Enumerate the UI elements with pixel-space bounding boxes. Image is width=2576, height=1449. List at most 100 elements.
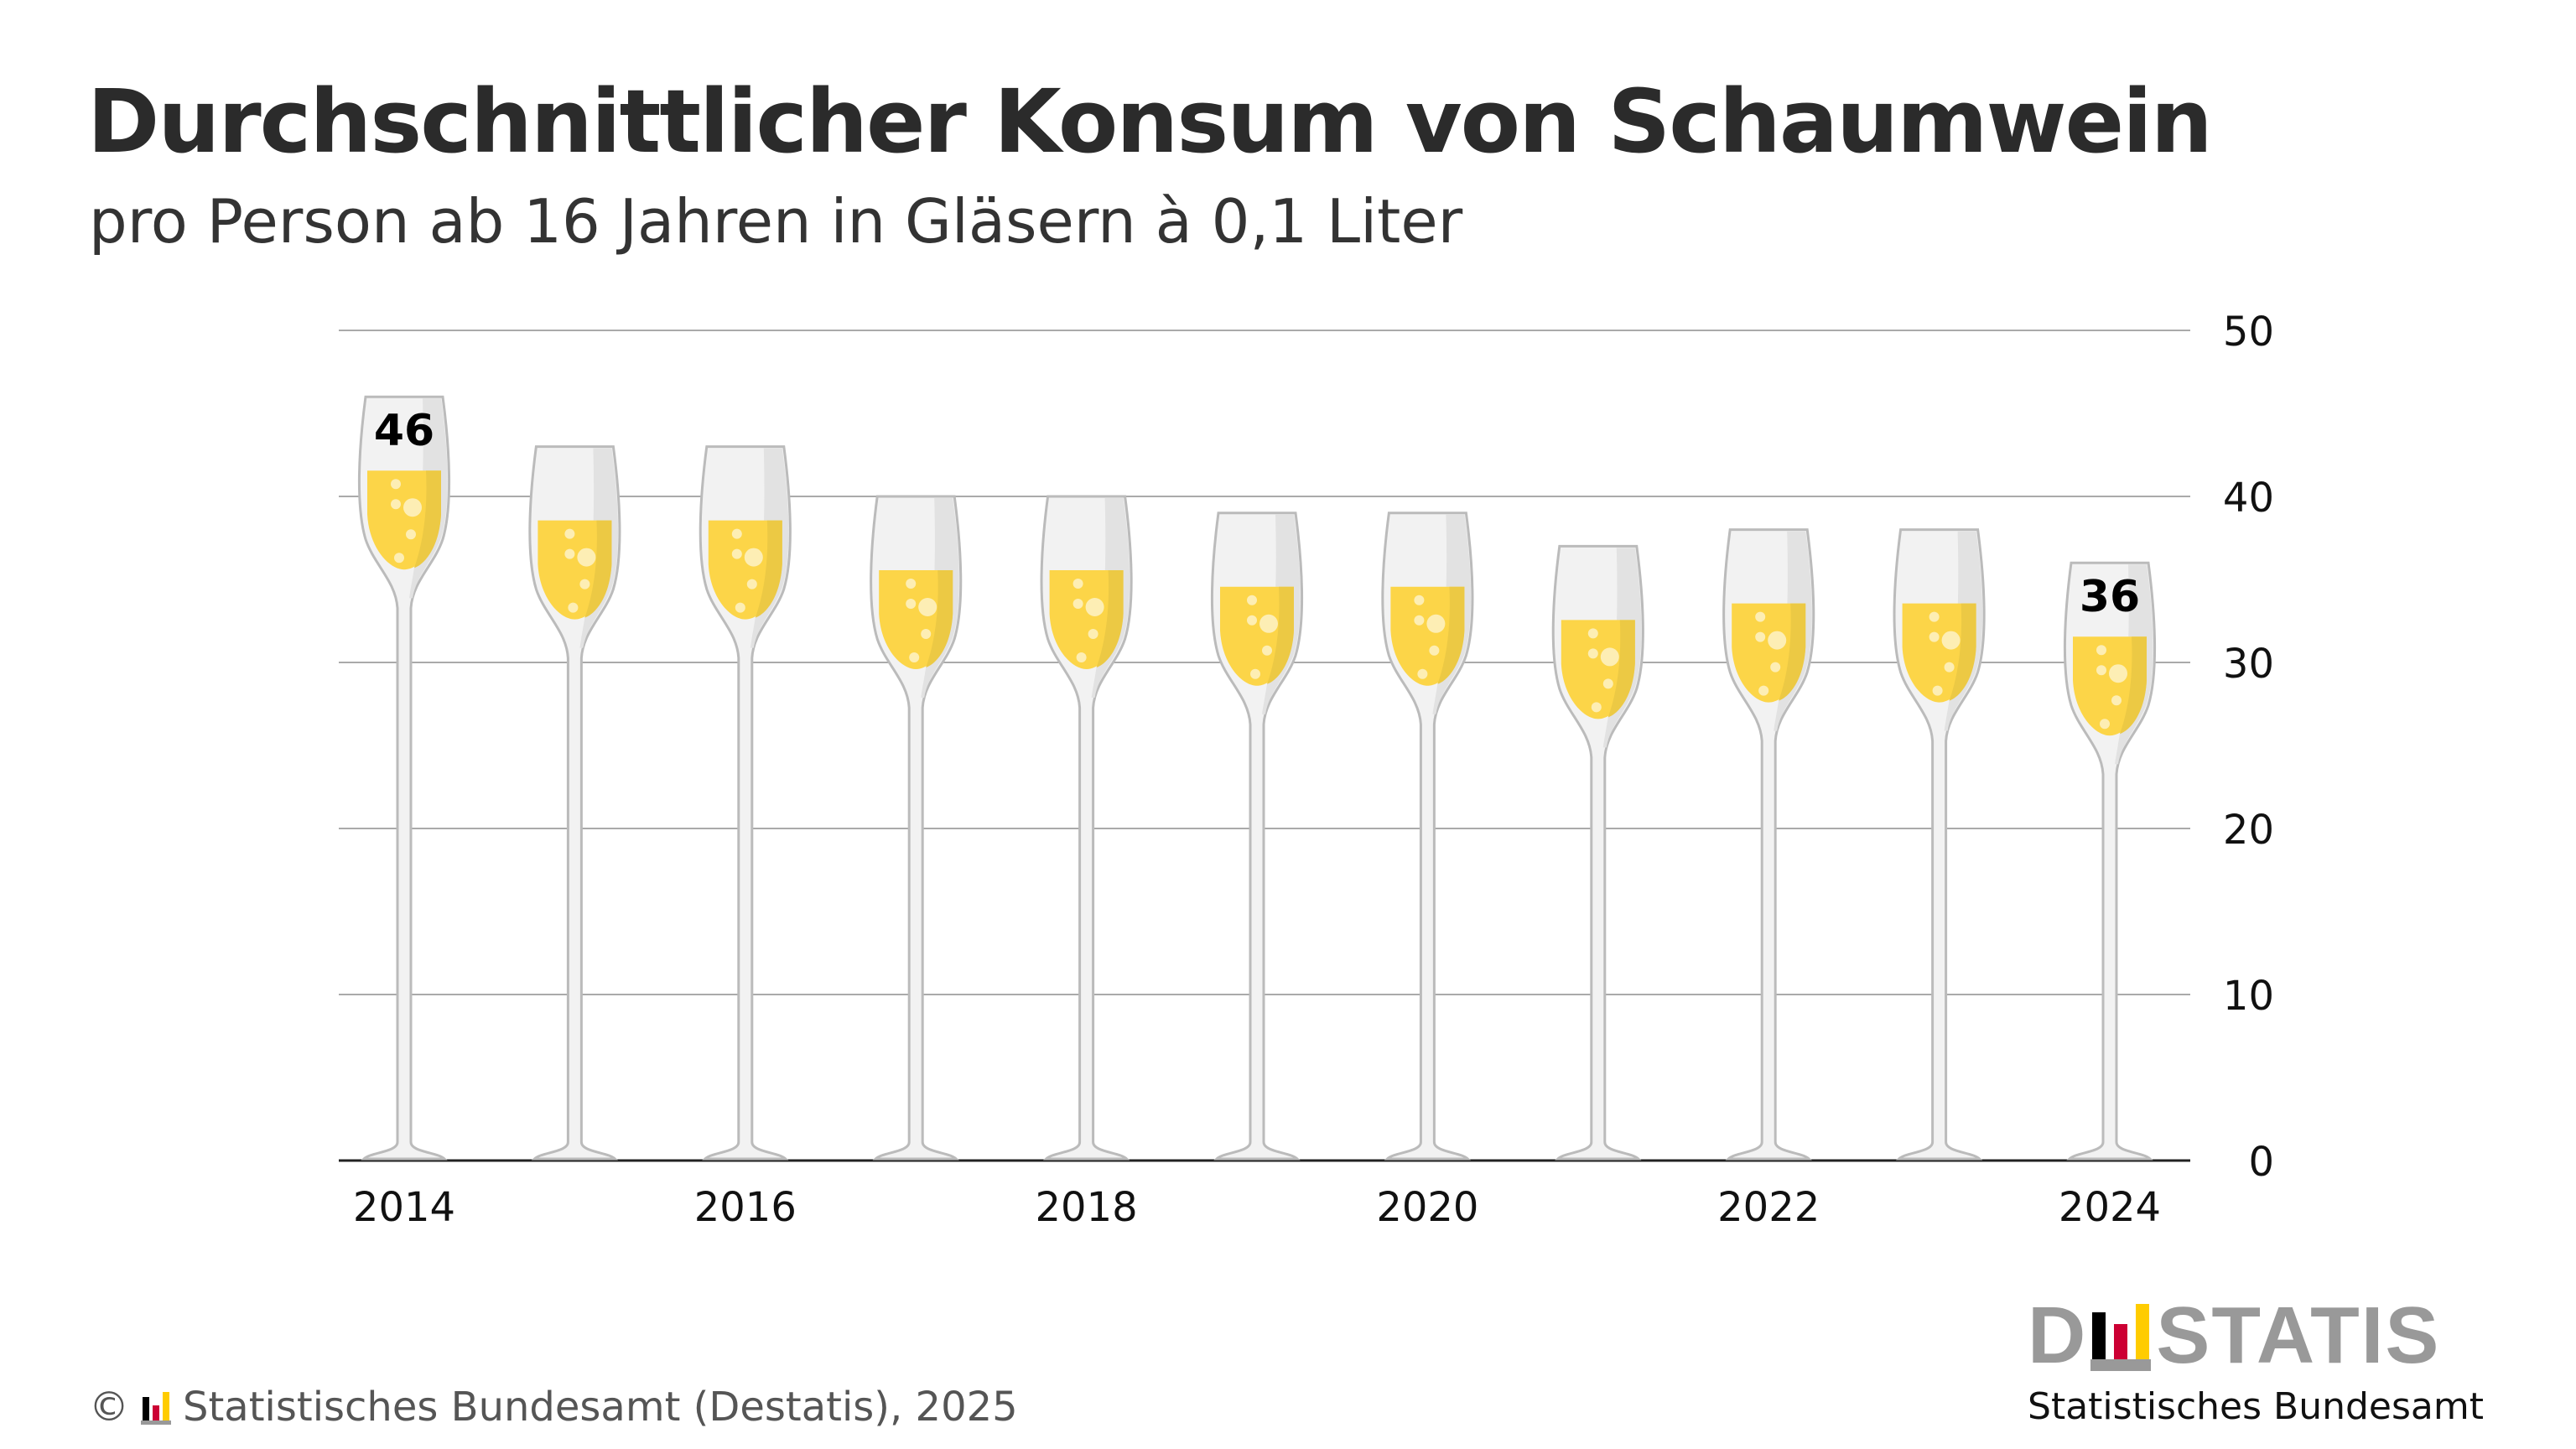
logo-wordmark: D STATIS bbox=[2028, 1291, 2441, 1380]
liquid-shade bbox=[1096, 570, 1124, 667]
bubble bbox=[1755, 631, 1766, 642]
glass-mark bbox=[528, 445, 621, 1161]
bubble bbox=[1247, 615, 1257, 626]
x-tick-label: 2018 bbox=[1036, 1184, 1138, 1231]
bubble bbox=[906, 579, 917, 589]
glass-mark bbox=[357, 395, 451, 1161]
bubble bbox=[1414, 615, 1425, 626]
destatis-mini-logo-icon bbox=[141, 1390, 171, 1425]
bubble bbox=[2111, 695, 2122, 706]
bubble bbox=[564, 528, 575, 539]
bubble bbox=[2096, 665, 2106, 676]
bubble bbox=[1755, 611, 1766, 622]
bubble bbox=[1770, 662, 1781, 673]
y-tick-label: 20 bbox=[2223, 807, 2274, 854]
glass-2022 bbox=[1722, 528, 1815, 1161]
glass-2021 bbox=[1551, 544, 1644, 1161]
bubble bbox=[406, 529, 416, 540]
liquid-shade bbox=[755, 520, 782, 618]
bubble bbox=[1088, 629, 1098, 639]
liquid-shade bbox=[1267, 586, 1294, 684]
glass-2014: 46 bbox=[357, 395, 451, 1161]
bubble bbox=[1587, 648, 1598, 659]
bubble bbox=[1591, 702, 1602, 713]
bubble bbox=[568, 602, 579, 613]
footer-source: Statistisches Bundesamt (Destatis), 2025 bbox=[183, 1384, 1018, 1431]
data-label: 36 bbox=[2080, 572, 2140, 622]
bubble bbox=[1259, 614, 1278, 633]
glass-2018 bbox=[1040, 495, 1133, 1161]
glass-mark bbox=[699, 445, 792, 1161]
bubble bbox=[577, 548, 596, 567]
bubble bbox=[1076, 652, 1087, 662]
y-tick-label: 30 bbox=[2223, 641, 2274, 688]
bubble bbox=[1602, 678, 1613, 689]
bubble bbox=[1932, 685, 1943, 696]
glass-2017 bbox=[870, 495, 963, 1161]
bubble bbox=[391, 479, 401, 490]
x-tick-label: 2014 bbox=[353, 1184, 455, 1231]
bubble bbox=[1414, 595, 1425, 605]
bubble bbox=[1929, 611, 1940, 622]
bubble bbox=[1941, 631, 1961, 650]
bubble bbox=[1944, 662, 1955, 673]
bubble bbox=[1768, 631, 1787, 650]
bubble bbox=[579, 579, 590, 589]
bubble bbox=[1429, 645, 1440, 656]
data-label: 46 bbox=[374, 406, 434, 456]
glass-2016 bbox=[699, 445, 792, 1161]
bubble bbox=[1072, 579, 1083, 589]
x-tick-label: 2024 bbox=[2059, 1184, 2161, 1231]
footer: © Statistisches Bundesamt (Destatis), 20… bbox=[89, 1384, 1018, 1431]
liquid-shade bbox=[2120, 636, 2147, 735]
liquid-shade bbox=[584, 520, 612, 618]
liquid-shade bbox=[414, 470, 441, 569]
bubble bbox=[1085, 598, 1104, 616]
glass-2019 bbox=[1210, 512, 1304, 1161]
bubble bbox=[1250, 668, 1260, 679]
glass-2015 bbox=[528, 445, 621, 1161]
copyright-symbol: © bbox=[89, 1384, 129, 1431]
bubble bbox=[1072, 599, 1083, 609]
bubble bbox=[918, 598, 937, 616]
liquid-shade bbox=[926, 570, 953, 667]
y-tick-label: 50 bbox=[2223, 309, 2274, 356]
liquid-shade bbox=[1437, 586, 1465, 684]
bubble bbox=[403, 498, 422, 517]
liquid-shade bbox=[1779, 603, 1806, 701]
liquid-shade bbox=[1949, 603, 1976, 701]
bubble bbox=[1426, 614, 1446, 633]
bubble bbox=[1929, 631, 1940, 642]
bubble bbox=[1587, 628, 1598, 639]
bubble bbox=[1600, 647, 1619, 667]
bubble bbox=[731, 548, 742, 559]
bubble bbox=[735, 602, 745, 613]
bubble bbox=[909, 652, 920, 662]
bubble bbox=[394, 553, 404, 564]
bubble bbox=[2109, 664, 2127, 683]
liquid-shade bbox=[1607, 620, 1635, 718]
bubble bbox=[921, 629, 932, 639]
logo-subtitle: Statistisches Bundesamt bbox=[2028, 1385, 2484, 1428]
y-tick-label: 0 bbox=[2248, 1139, 2274, 1186]
bubble bbox=[391, 499, 401, 510]
bubble bbox=[1417, 668, 1428, 679]
destatis-logo: D STATIS Statistisches Bundesamt bbox=[2028, 1291, 2484, 1429]
bubble bbox=[1262, 645, 1272, 656]
logo-bars-icon bbox=[2090, 1301, 2152, 1371]
y-tick-label: 40 bbox=[2223, 475, 2274, 522]
bubble bbox=[1247, 595, 1257, 605]
bubble bbox=[2096, 645, 2106, 656]
bubble bbox=[1758, 685, 1769, 696]
x-tick-label: 2016 bbox=[694, 1184, 797, 1231]
bubble bbox=[2100, 719, 2110, 730]
chart-subtitle: pro Person ab 16 Jahren in Gläsern à 0,1… bbox=[89, 186, 1463, 257]
glass-2020 bbox=[1381, 512, 1474, 1161]
chart-title: Durchschnittlicher Konsum von Schaumwein bbox=[87, 70, 2213, 173]
bubble bbox=[731, 528, 742, 539]
bubble bbox=[744, 548, 763, 567]
bubble bbox=[906, 599, 917, 609]
x-tick-label: 2020 bbox=[1376, 1184, 1478, 1231]
glass-2023 bbox=[1893, 528, 1986, 1161]
bubble bbox=[564, 548, 575, 559]
